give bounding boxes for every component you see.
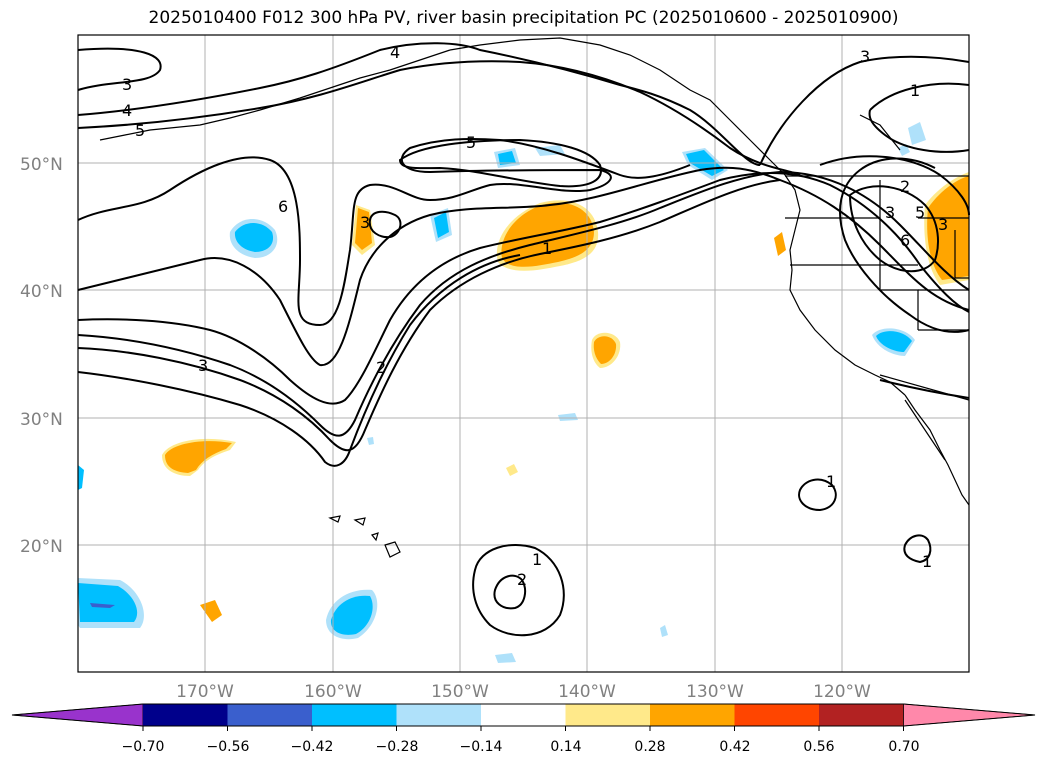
- colorbar-tick-label: 0.56: [803, 739, 834, 755]
- lon-label: 140°W: [558, 682, 616, 702]
- lon-label: 170°W: [176, 682, 234, 702]
- longitude-labels: 170°W 160°W 150°W 140°W 130°W 120°W: [176, 682, 871, 702]
- contour-label: 1: [532, 550, 542, 569]
- colorbar-tick-label: −0.42: [291, 739, 334, 755]
- colorbar-tick-label: −0.14: [460, 739, 503, 755]
- contour-label: 6: [278, 197, 288, 216]
- contour-label: 1: [542, 239, 552, 258]
- colorbar-tick-label: −0.70: [122, 739, 165, 755]
- colorbar-tick-label: 0.28: [634, 739, 665, 755]
- colorbar-segment: [734, 704, 820, 726]
- contour-label: 2: [517, 570, 527, 589]
- colorbar-tick-labels: −0.70 −0.56 −0.42 −0.28 −0.14 0.14 0.28 …: [122, 739, 920, 755]
- colorbar-segment: [143, 704, 228, 726]
- map-title: 2025010400 F012 300 hPa PV, river basin …: [148, 8, 899, 28]
- contour-label: 3: [860, 47, 870, 66]
- contour-label: 6: [900, 231, 910, 250]
- contour-label: 2: [900, 177, 910, 196]
- lat-label: 20°N: [20, 537, 63, 557]
- colorbar-segment: [650, 704, 735, 726]
- colorbar-extend-high: [903, 703, 1036, 727]
- colorbar-tick-label: 0.70: [888, 739, 919, 755]
- contour-label: 5: [915, 203, 925, 222]
- lon-label: 120°W: [813, 682, 871, 702]
- contour-label: 1: [826, 472, 836, 491]
- contour-label: 3: [938, 215, 948, 234]
- colorbar-tick-label: −0.28: [376, 739, 419, 755]
- contour-label: 3: [122, 75, 132, 94]
- colorbar-tick-label: −0.56: [207, 739, 250, 755]
- lon-label: 150°W: [431, 682, 489, 702]
- contour-label: 2: [376, 358, 386, 377]
- lon-label: 160°W: [304, 682, 362, 702]
- colorbar-segment: [312, 704, 397, 726]
- contour-label: 3: [360, 213, 370, 232]
- contour-label: 3: [885, 203, 895, 222]
- contour-label: 5: [135, 121, 145, 140]
- colorbar-segment: [227, 704, 313, 726]
- contour-label: 3: [198, 356, 208, 375]
- lat-label: 30°N: [20, 410, 63, 430]
- coastlines: [99, 37, 970, 558]
- lat-label: 40°N: [20, 282, 63, 302]
- contour-label: 1: [922, 552, 932, 571]
- colorbar-segment: [565, 704, 651, 726]
- colorbar-extend-low: [11, 703, 144, 727]
- contour-label: 5: [466, 133, 476, 152]
- plot-frame: [77, 34, 970, 673]
- contour-label: 1: [910, 81, 920, 100]
- colorbar-tick-label: 0.14: [550, 739, 581, 755]
- colorbar-segment: [819, 704, 904, 726]
- latitude-labels: 50°N 40°N 30°N 20°N: [20, 155, 63, 557]
- contour-labels: 3 4 5 6 5 3 1 3 2 4 3 1 2 3 6 5 3 1 2 1 …: [122, 43, 948, 589]
- contour-label: 4: [122, 101, 132, 120]
- colorbar-tick-label: 0.42: [719, 739, 750, 755]
- lat-label: 50°N: [20, 155, 63, 175]
- contour-label: 4: [390, 43, 400, 62]
- pv-contours: [77, 42, 970, 637]
- colorbar-segment: [481, 704, 566, 726]
- colorbar-segment: [396, 704, 482, 726]
- colorbar: [11, 703, 1036, 731]
- lon-label: 130°W: [686, 682, 744, 702]
